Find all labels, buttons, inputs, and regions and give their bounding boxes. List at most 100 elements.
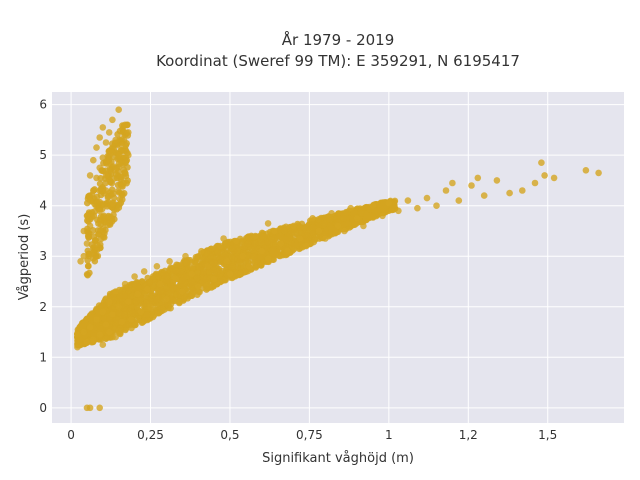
scatter-point [334, 222, 342, 230]
scatter-point [136, 296, 144, 303]
scatter-point [217, 242, 224, 250]
scatter-point [203, 249, 210, 257]
chart-title-line-2: Koordinat (Sweref 99 TM): E 359291, N 61… [156, 52, 520, 70]
scatter-point [153, 296, 161, 304]
scatter-point [326, 215, 334, 223]
scatter-point [193, 274, 201, 282]
scatter-point [105, 192, 112, 200]
scatter-point [493, 177, 501, 184]
scatter-point [109, 311, 116, 318]
scatter-point [229, 263, 237, 270]
scatter-point [226, 270, 234, 278]
scatter-point [102, 139, 110, 146]
scatter-point [97, 227, 104, 234]
scatter-point [391, 202, 398, 209]
scatter-point [233, 270, 241, 277]
scatter-point [257, 262, 265, 269]
scatter-point [309, 215, 316, 222]
scatter-point [217, 278, 224, 285]
scatter-point [90, 187, 97, 194]
scatter-point [379, 212, 386, 220]
scatter-point [302, 242, 310, 250]
scatter-point [268, 236, 275, 243]
scatter-point [105, 328, 113, 336]
scatter-point [181, 295, 188, 302]
x-tick-label: 0,5 [220, 428, 239, 442]
scatter-point [506, 189, 513, 197]
scatter-point [115, 151, 122, 159]
scatter-point [244, 240, 251, 248]
scatter-point [309, 224, 317, 231]
scatter-point [264, 220, 272, 227]
scatter-point [363, 212, 370, 219]
scatter-point [449, 179, 456, 187]
scatter-point [112, 288, 119, 295]
scatter-point [108, 305, 116, 313]
x-tick-label: 1,2 [459, 428, 478, 442]
scatter-point [192, 253, 200, 261]
scatter-point [296, 235, 304, 242]
scatter-point [93, 144, 100, 151]
scatter-point [165, 290, 173, 297]
scatter-point [380, 199, 387, 206]
scatter-point [245, 263, 253, 270]
scatter-point [156, 280, 164, 288]
scatter-point [80, 252, 88, 260]
scatter-point [122, 326, 129, 334]
scatter-point [80, 328, 88, 336]
scatter-point [353, 215, 361, 222]
plot-area [52, 92, 624, 423]
scatter-point [541, 172, 548, 179]
scatter-point [86, 404, 94, 412]
scatter-point [404, 197, 412, 204]
scatter-point [595, 169, 602, 177]
scatter-point [128, 316, 135, 323]
scatter-point [115, 303, 122, 311]
scatter-point [328, 210, 335, 217]
scatter-point [115, 327, 122, 335]
scatter-point [203, 281, 211, 289]
scatter-point [233, 237, 240, 245]
scatter-point [321, 220, 328, 228]
scatter-point [217, 270, 224, 277]
scatter-point [167, 304, 174, 312]
scatter-point [121, 311, 128, 318]
scatter-point [442, 187, 450, 194]
scatter-point [127, 293, 134, 301]
scatter-point [96, 207, 103, 215]
scatter-point [229, 245, 236, 252]
scatter-point [200, 268, 207, 276]
scatter-point [144, 285, 151, 293]
scatter-point [109, 116, 116, 124]
scatter-point [182, 252, 189, 260]
scatter-point [97, 235, 105, 243]
scatter-point [283, 247, 291, 255]
scatter-point [122, 293, 129, 300]
scatter-point [245, 252, 252, 259]
scatter-point [74, 331, 81, 338]
scatter-point [109, 149, 116, 156]
y-axis-ticks: 0 1 2 3 4 5 6 [39, 98, 47, 415]
scatter-point [223, 258, 231, 265]
scatter-point [99, 124, 107, 131]
scatter-point [108, 218, 116, 225]
scatter-point [118, 318, 126, 326]
scatter-point [251, 240, 259, 247]
scatter-point [121, 121, 129, 129]
scatter-point [188, 265, 196, 272]
scatter-point [83, 271, 91, 278]
scatter-point [105, 129, 113, 136]
scatter-point [141, 317, 148, 325]
scatter-point [281, 227, 288, 235]
y-tick-label: 4 [39, 199, 47, 213]
scatter-point [77, 258, 84, 265]
scatter-point [99, 341, 107, 349]
scatter-point [74, 343, 81, 351]
scatter-point [97, 221, 104, 228]
x-tick-label: 1 [385, 428, 393, 442]
scatter-point [202, 275, 209, 283]
scatter-point [239, 252, 246, 260]
scatter-point [157, 287, 165, 295]
